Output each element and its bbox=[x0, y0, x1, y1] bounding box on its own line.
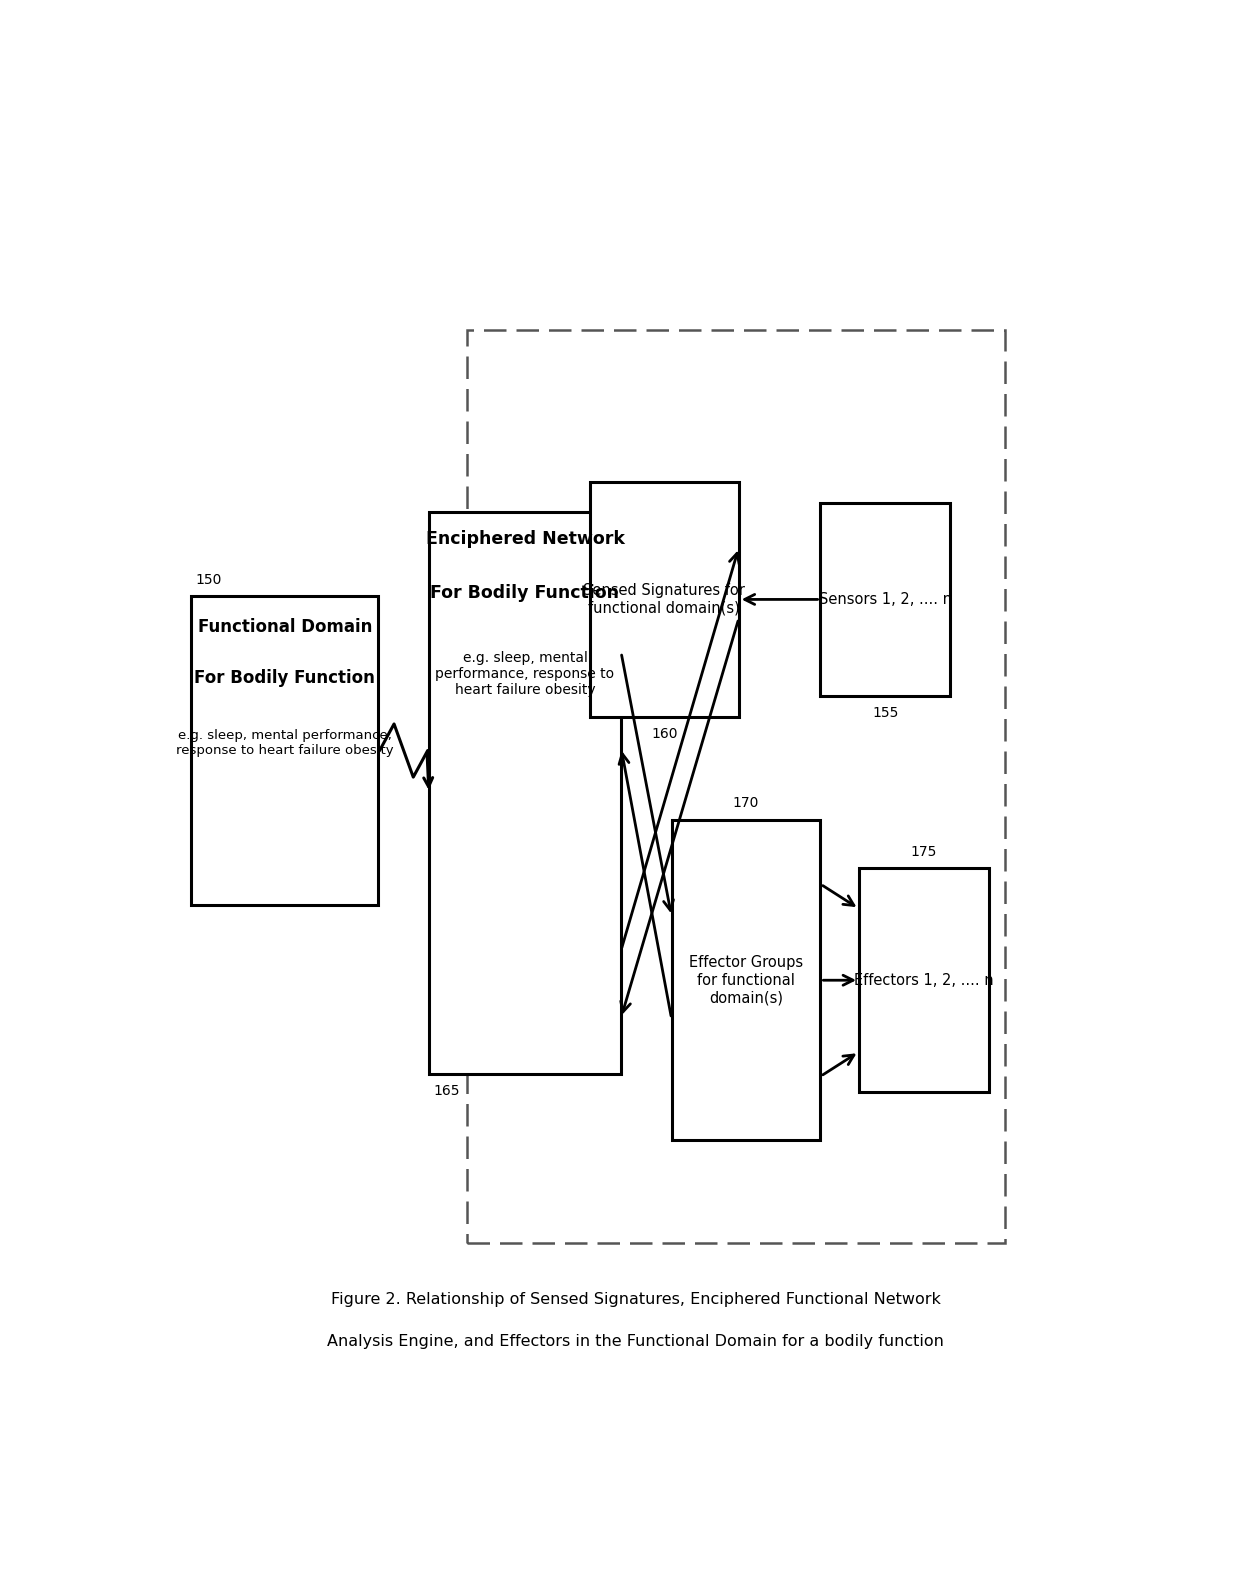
Bar bbox=[672, 820, 821, 1140]
Bar bbox=[590, 482, 739, 717]
Bar bbox=[429, 512, 621, 1074]
Text: 165: 165 bbox=[434, 1083, 460, 1097]
Text: 155: 155 bbox=[872, 706, 899, 719]
Bar bbox=[191, 597, 378, 904]
Text: Sensors 1, 2, .... n: Sensors 1, 2, .... n bbox=[818, 592, 952, 608]
Bar bbox=[467, 330, 1006, 1243]
Text: Functional Domain: Functional Domain bbox=[197, 619, 372, 636]
Text: Sensed Signatures for
functional domain(s): Sensed Signatures for functional domain(… bbox=[583, 582, 745, 615]
Bar bbox=[821, 502, 950, 696]
Text: 175: 175 bbox=[910, 845, 937, 859]
Text: Effector Groups
for functional
domain(s): Effector Groups for functional domain(s) bbox=[689, 955, 804, 1005]
Text: 170: 170 bbox=[733, 796, 759, 810]
Text: Effectors 1, 2, .... n: Effectors 1, 2, .... n bbox=[854, 973, 993, 988]
Text: e.g. sleep, mental performance,
response to heart failure obesity: e.g. sleep, mental performance, response… bbox=[176, 730, 393, 757]
Text: e.g. sleep, mental
performance, response to
heart failure obesity: e.g. sleep, mental performance, response… bbox=[435, 652, 615, 697]
Text: Analysis Engine, and Effectors in the Functional Domain for a bodily function: Analysis Engine, and Effectors in the Fu… bbox=[327, 1334, 944, 1349]
Text: For Bodily Function: For Bodily Function bbox=[195, 669, 376, 688]
Text: For Bodily Function: For Bodily Function bbox=[430, 584, 620, 603]
Text: 160: 160 bbox=[651, 727, 677, 741]
Text: 150: 150 bbox=[196, 573, 222, 587]
Text: Enciphered Network: Enciphered Network bbox=[425, 531, 625, 548]
Text: Figure 2. Relationship of Sensed Signatures, Enciphered Functional Network: Figure 2. Relationship of Sensed Signatu… bbox=[331, 1292, 940, 1306]
Bar bbox=[859, 868, 988, 1093]
